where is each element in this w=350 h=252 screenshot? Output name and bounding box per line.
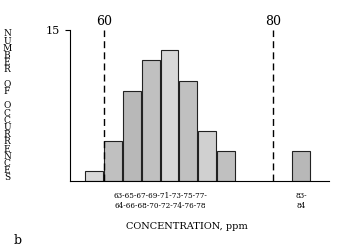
- Text: C: C: [4, 109, 10, 117]
- Text: 63-65-67-69-71-73-75-77-: 63-65-67-69-71-73-75-77-: [113, 192, 207, 200]
- Text: CONCENTRATION, ppm: CONCENTRATION, ppm: [126, 222, 247, 231]
- Bar: [85, 171, 103, 181]
- Text: C: C: [4, 159, 10, 168]
- Text: O: O: [3, 80, 11, 89]
- Bar: [292, 151, 310, 181]
- Text: 64-66-68-70-72-74-76-78: 64-66-68-70-72-74-76-78: [114, 202, 206, 210]
- Text: E: E: [4, 166, 10, 175]
- Text: U: U: [3, 123, 11, 132]
- Bar: [179, 81, 197, 181]
- Text: 83-: 83-: [295, 192, 307, 200]
- Text: B: B: [4, 51, 10, 60]
- Text: R: R: [4, 137, 10, 146]
- Text: N: N: [3, 29, 11, 38]
- Text: F: F: [4, 87, 10, 96]
- Text: M: M: [2, 44, 12, 53]
- Text: 84: 84: [296, 202, 306, 210]
- Text: b: b: [14, 234, 22, 247]
- Bar: [161, 50, 178, 181]
- Text: 80: 80: [265, 15, 281, 28]
- Text: S: S: [4, 173, 10, 182]
- Bar: [104, 141, 122, 181]
- Text: E: E: [4, 145, 10, 153]
- Text: C: C: [4, 116, 10, 125]
- Bar: [123, 91, 141, 181]
- Text: O: O: [3, 101, 11, 110]
- Text: 60: 60: [96, 15, 112, 28]
- Bar: [198, 131, 216, 181]
- Bar: [142, 60, 160, 181]
- Text: R: R: [4, 130, 10, 139]
- Text: R: R: [4, 65, 10, 74]
- Bar: [217, 151, 235, 181]
- Text: U: U: [3, 37, 11, 46]
- Text: E: E: [4, 58, 10, 67]
- Text: N: N: [3, 152, 11, 161]
